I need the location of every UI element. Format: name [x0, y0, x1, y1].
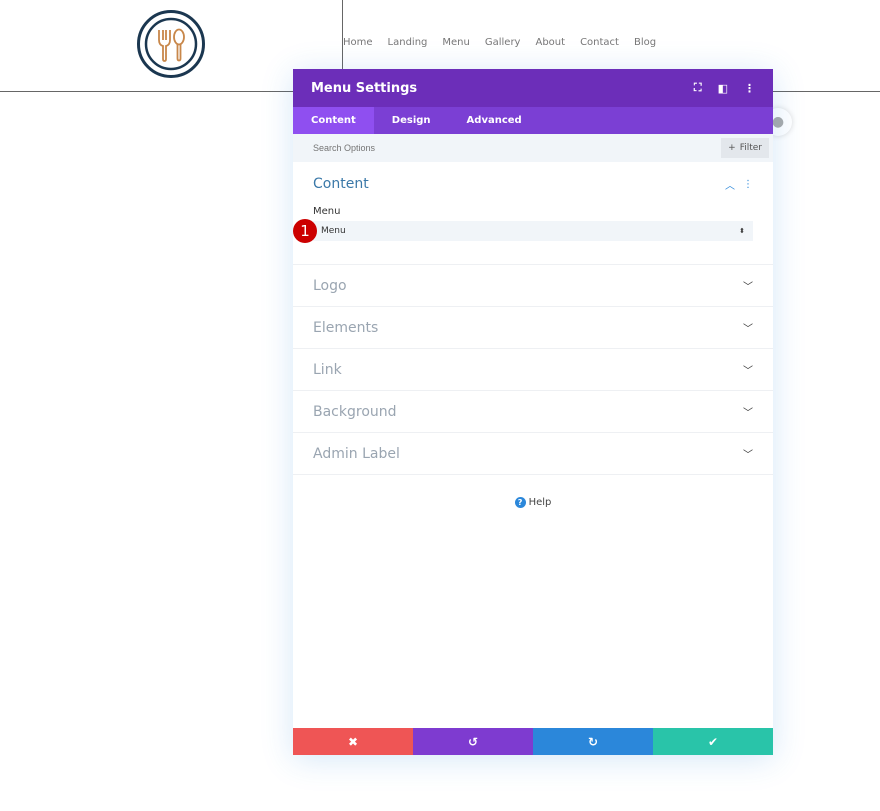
filter-label: Filter [739, 143, 762, 153]
settings-modal: Menu Settings ⛶ ◧ ⋮ Content Design Advan… [293, 69, 773, 755]
fullscreen-icon[interactable]: ⛶ [693, 81, 702, 94]
menu-select[interactable]: 1 Menu ⬍ [293, 219, 753, 243]
section-elements[interactable]: Elements ﹀ [293, 307, 773, 349]
save-button[interactable]: ✔ [653, 728, 773, 755]
nav-home[interactable]: Home [343, 37, 373, 48]
select-value: Menu [321, 226, 346, 236]
search-bar: +Filter [293, 134, 773, 162]
nav-about[interactable]: About [535, 37, 566, 48]
plus-icon: + [728, 143, 736, 153]
chevron-down-icon: ﹀ [743, 450, 753, 461]
nav-menu[interactable]: Menu [442, 37, 470, 48]
chevron-down-icon: ﹀ [743, 282, 753, 293]
main-nav: Home Landing Menu Gallery About Contact … [343, 37, 656, 48]
column-divider [342, 0, 343, 91]
more-icon[interactable]: ⋮ [744, 81, 755, 95]
nav-gallery[interactable]: Gallery [484, 37, 521, 48]
tab-advanced[interactable]: Advanced [466, 115, 522, 126]
chevron-down-icon: ﹀ [743, 366, 753, 377]
section-label: Elements [313, 319, 379, 336]
section-label: Link [313, 361, 342, 378]
section-label: Admin Label [313, 445, 400, 462]
fork-spoon-icon [144, 17, 198, 71]
chevron-down-icon: ﹀ [743, 408, 753, 419]
tab-design[interactable]: Design [391, 115, 431, 126]
section-content: Content ︿ ⋮ Menu 1 Menu ⬍ [293, 162, 773, 265]
undo-button[interactable]: ↺ [413, 728, 533, 755]
section-label: Logo [313, 277, 347, 294]
chevron-down-icon: ﹀ [743, 324, 753, 335]
nav-blog[interactable]: Blog [633, 37, 657, 48]
tab-content[interactable]: Content [293, 107, 374, 134]
section-admin-label[interactable]: Admin Label ﹀ [293, 433, 773, 475]
field-label: Menu [313, 206, 341, 217]
nav-landing[interactable]: Landing [387, 37, 428, 48]
cancel-button[interactable]: ✖ [293, 728, 413, 755]
search-input[interactable] [313, 143, 722, 153]
section-title[interactable]: Content [313, 176, 369, 192]
filter-button[interactable]: + Filter [721, 138, 769, 158]
step-badge: 1 [293, 219, 317, 243]
modal-footer: ✖ ↺ ↻ ✔ [293, 728, 773, 755]
more-icon[interactable]: ⋮ [743, 178, 753, 190]
split-view-icon[interactable]: ◧ [717, 81, 728, 95]
help-label: Help [528, 497, 552, 508]
help-link[interactable]: ? Help [293, 497, 773, 508]
chevron-up-icon[interactable]: ︿ [725, 180, 735, 192]
select-arrows-icon: ⬍ [739, 227, 745, 235]
redo-button[interactable]: ↻ [533, 728, 653, 755]
section-link[interactable]: Link ﹀ [293, 349, 773, 391]
section-logo[interactable]: Logo ﹀ [293, 265, 773, 307]
modal-title: Menu Settings [311, 80, 418, 96]
help-icon: ? [514, 497, 526, 508]
modal-header: Menu Settings ⛶ ◧ ⋮ [293, 69, 773, 107]
tab-bar: Content Design Advanced [293, 107, 773, 134]
section-label: Background [313, 403, 397, 420]
nav-contact[interactable]: Contact [580, 37, 619, 48]
restaurant-logo[interactable] [137, 10, 205, 78]
section-background[interactable]: Background ﹀ [293, 391, 773, 433]
